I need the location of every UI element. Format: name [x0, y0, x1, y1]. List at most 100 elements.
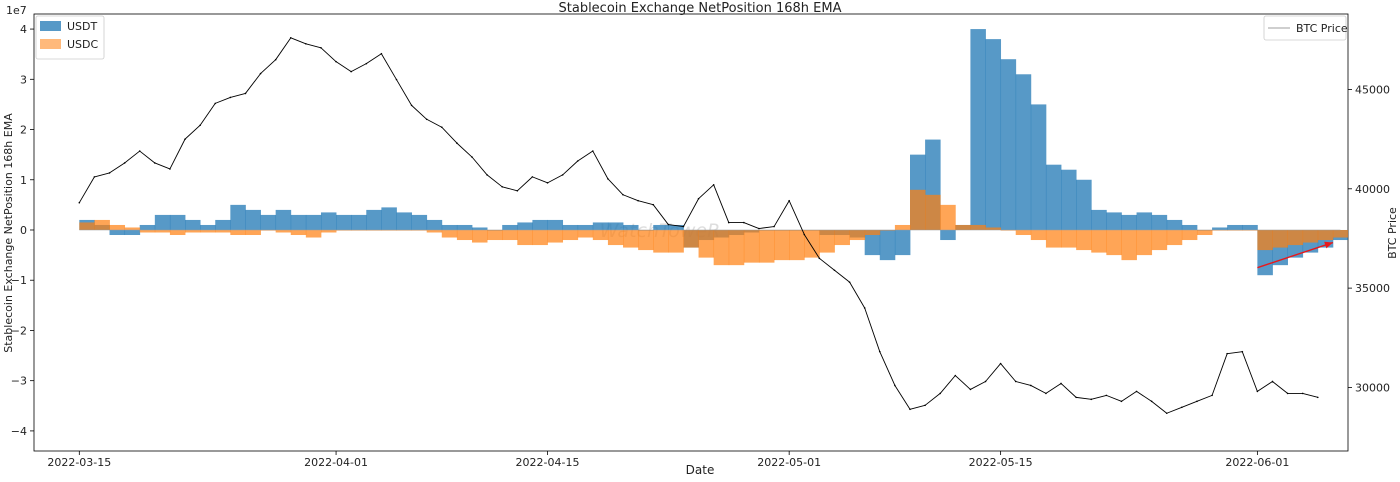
- bar-usdt: [124, 229, 141, 236]
- btc-price-point: [667, 223, 670, 226]
- bar-usdc: [653, 229, 669, 253]
- bar-usdc: [940, 204, 956, 230]
- bar-usdc: [1332, 229, 1348, 238]
- btc-price-point: [1256, 390, 1259, 393]
- bar-usdc: [1242, 229, 1258, 231]
- btc-price-point: [637, 199, 639, 202]
- x-tick-label: 2022-06-01: [1225, 456, 1289, 469]
- y-tick-label: 4: [20, 23, 27, 36]
- x-tick-label: 2022-05-01: [757, 456, 821, 469]
- bars-layer: [79, 29, 1348, 276]
- btc-price-point: [486, 174, 488, 176]
- btc-price-point: [833, 269, 836, 272]
- bar-usdc: [1196, 229, 1213, 236]
- bar-usdc: [275, 229, 292, 233]
- btc-price-point: [863, 307, 866, 309]
- y2-tick-label: 30000: [1355, 381, 1390, 394]
- btc-price-point: [440, 126, 443, 129]
- bar-usdc: [698, 229, 715, 258]
- bar-usdc: [1061, 229, 1077, 248]
- y-tick-label: 3: [20, 73, 27, 86]
- bar-usdc: [864, 229, 881, 236]
- y-axis-exponent: 1e7: [6, 4, 27, 17]
- bar-usdt: [1166, 219, 1183, 230]
- btc-price-point: [289, 37, 292, 39]
- bar-usdt: [230, 204, 246, 230]
- bar-usdt: [290, 214, 307, 230]
- bar-usdt: [1030, 104, 1047, 230]
- btc-price-point: [1226, 352, 1228, 355]
- btc-price-point: [365, 62, 368, 65]
- bar-usdc: [1212, 229, 1228, 231]
- bar-usdt: [381, 207, 397, 230]
- bar-usdc: [79, 222, 95, 230]
- bar-usdc: [305, 229, 322, 238]
- bar-usdc: [804, 229, 820, 258]
- bar-usdc: [1302, 229, 1319, 243]
- annotation-arrow-head: [1324, 241, 1333, 249]
- bar-usdc: [879, 229, 896, 231]
- bar-usdt: [320, 212, 337, 230]
- btc-price-point: [350, 70, 352, 73]
- bar-usdt: [305, 214, 322, 230]
- y2-tick-label: 40000: [1355, 183, 1390, 196]
- bar-usdc: [517, 229, 533, 246]
- chart-title: Stablecoin Exchange NetPosition 168h EMA: [559, 1, 842, 16]
- bar-usdt: [1045, 164, 1062, 230]
- bar-usdc: [1136, 229, 1153, 256]
- btc-price-point: [697, 197, 700, 200]
- btc-price-point: [939, 392, 942, 395]
- bar-usdt: [260, 214, 277, 230]
- btc-price-point: [909, 408, 911, 411]
- y-tick-label: −2: [11, 324, 27, 337]
- btc-price-point: [954, 374, 957, 377]
- btc-price-point: [531, 176, 534, 178]
- bar-usdc: [1091, 229, 1107, 253]
- price-line-layer: [78, 37, 1319, 415]
- btc-price-point: [546, 182, 549, 184]
- bar-usdc: [351, 229, 367, 231]
- legend-left: USDT USDC: [35, 15, 105, 60]
- btc-price-point: [712, 184, 715, 186]
- y-axis: 4 3 2 1 0 −1 −2 −3 −4: [11, 23, 34, 438]
- btc-price-point: [1196, 400, 1198, 403]
- y2-tick-label: 45000: [1355, 83, 1390, 96]
- y-tick-label: −3: [11, 375, 27, 388]
- btc-price-point: [335, 60, 337, 63]
- bar-usdc: [336, 229, 352, 231]
- btc-price-point: [410, 104, 413, 107]
- x-tick-label: 2022-05-15: [969, 456, 1033, 469]
- btc-price-point: [108, 172, 111, 174]
- bar-usdt: [517, 222, 533, 230]
- bar-usdt: [426, 219, 443, 230]
- bar-usdt: [456, 224, 473, 230]
- bar-usdt: [336, 214, 352, 230]
- bar-usdc: [169, 229, 186, 236]
- bar-usdt: [139, 224, 156, 230]
- btc-price-point: [788, 199, 790, 202]
- btc-price-point: [184, 138, 186, 140]
- bar-usdc: [683, 229, 699, 248]
- bar-usdt: [1212, 227, 1228, 230]
- btc-price-point: [999, 362, 1002, 365]
- btc-price-point: [471, 156, 473, 158]
- btc-price-point: [848, 281, 851, 283]
- bar-usdt: [1000, 59, 1017, 230]
- bar-usdc: [154, 229, 171, 233]
- bar-usdc: [1166, 229, 1183, 246]
- btc-price-point: [1241, 350, 1244, 353]
- bar-usdc: [320, 229, 337, 233]
- btc-price-point: [78, 201, 81, 204]
- bar-usdc: [411, 229, 428, 231]
- btc-price-point: [244, 92, 247, 95]
- legend-swatch-usdt: [40, 21, 61, 31]
- bar-usdc: [910, 189, 926, 230]
- bar-usdt: [1015, 74, 1032, 230]
- bar-usdt: [1061, 169, 1077, 230]
- bar-usdt: [411, 214, 428, 230]
- legend-swatch-usdc: [40, 39, 61, 49]
- bar-usdc: [1015, 229, 1032, 236]
- btc-price-point: [758, 227, 760, 230]
- bar-usdc: [713, 229, 730, 266]
